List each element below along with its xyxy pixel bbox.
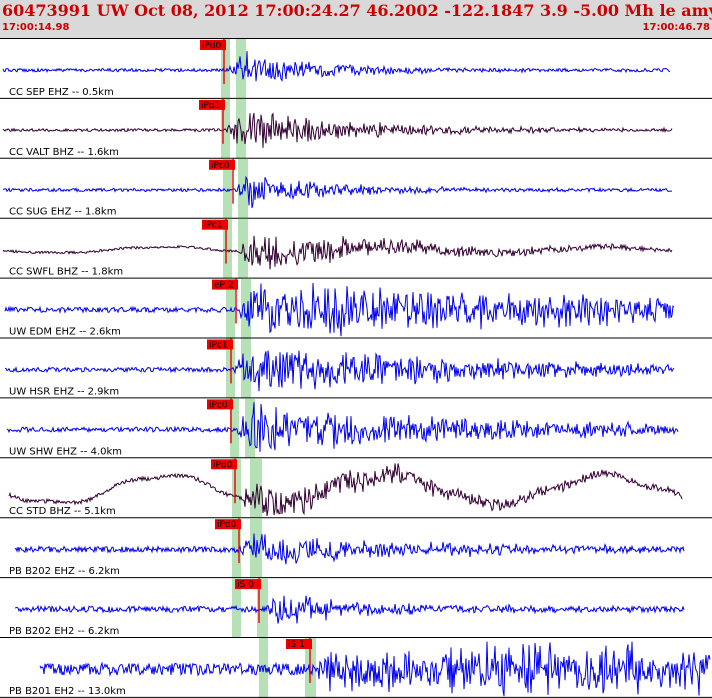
- waveform-line: [2, 235, 673, 270]
- pick-window-band: [223, 158, 232, 219]
- trace-row[interactable]: iS 0 PB B202 EH2 -- 6.2km: [0, 578, 712, 638]
- trace-row[interactable]: iPd0 CC SEP EHZ -- 0.5km: [0, 39, 712, 99]
- waveform-line: [6, 402, 679, 452]
- pick-label: eP 2: [214, 281, 234, 291]
- waveform-line: [2, 175, 672, 209]
- pick-window-band: [221, 39, 230, 99]
- pick-window-band: [250, 518, 262, 579]
- trace-row[interactable]: iPc1 UW HSR EHZ -- 2.9km: [0, 338, 712, 399]
- station-label: CC VALT BHZ -- 1.6km: [9, 147, 119, 158]
- station-label: UW EDM EHZ -- 2.6km: [9, 327, 121, 338]
- pick-window-band: [241, 278, 251, 339]
- trace-row[interactable]: eP 2 UW EDM EHZ -- 2.6km: [0, 278, 712, 339]
- pick-label: iPc1: [209, 341, 228, 351]
- station-label: PB B201 EH2 -- 13.0km: [9, 686, 126, 697]
- pick-window-band: [238, 218, 248, 279]
- pick-marker[interactable]: [209, 159, 235, 170]
- pick-label: iS 1: [288, 640, 305, 650]
- waveform-line: [4, 282, 675, 337]
- waveform-line: [39, 641, 711, 697]
- station-label: CC STD BHZ -- 5.1km: [9, 506, 116, 517]
- trace-row[interactable]: iPc1 CC SWFL BHZ -- 1.8km: [0, 218, 712, 279]
- station-label: PB B202 EH2 -- 6.2km: [9, 626, 119, 637]
- waveform-line: [14, 595, 685, 624]
- seismogram-panel[interactable]: iPd0 CC SEP EHZ -- 0.5km iPd1 CC VALT BHZ -…: [0, 39, 712, 698]
- pick-marker[interactable]: [211, 459, 237, 470]
- station-label: CC SUG EHZ -- 1.8km: [9, 207, 116, 218]
- waveform-line: [2, 51, 671, 82]
- pick-marker[interactable]: [200, 40, 226, 50]
- pick-marker[interactable]: [212, 279, 238, 290]
- pick-label: iPc0: [211, 161, 230, 171]
- end-time-label: 17:00:46.78: [642, 22, 710, 33]
- station-label: CC SWFL BHZ -- 1.8km: [9, 267, 123, 278]
- trace-row[interactable]: iPc0 UW SHW EHZ -- 4.0km: [0, 398, 712, 459]
- trace-row[interactable]: iS 1 PB B201 EH2 -- 13.0km: [0, 638, 712, 698]
- pick-window-band: [232, 458, 241, 519]
- trace-row[interactable]: iPc0 CC SUG EHZ -- 1.8km: [0, 158, 712, 219]
- start-time-label: 17:00:14.98: [2, 22, 70, 33]
- pick-label: iPc0: [209, 400, 228, 410]
- trace-row[interactable]: iPd0 CC STD BHZ -- 5.1km: [0, 458, 712, 519]
- waveform-line: [8, 463, 683, 516]
- pick-window-band: [223, 218, 232, 279]
- pick-marker[interactable]: [235, 579, 261, 590]
- pick-window-band: [236, 39, 246, 99]
- pick-marker[interactable]: [215, 519, 241, 530]
- waveform-line: [2, 112, 673, 148]
- pick-marker[interactable]: [207, 399, 233, 410]
- station-label: CC SEP EHZ -- 0.5km: [9, 87, 114, 98]
- trace-row[interactable]: iPd0 PB B202 EHZ -- 6.2km: [0, 518, 712, 579]
- trace-row[interactable]: iPd1 CC VALT BHZ -- 1.6km: [0, 98, 712, 159]
- seismogram-canvas[interactable]: iPd0 CC SEP EHZ -- 0.5km iPd1 CC VALT BHZ -…: [0, 39, 712, 698]
- pick-label: iPd0: [213, 460, 233, 470]
- station-label: UW SHW EHZ -- 4.0km: [9, 446, 122, 457]
- pick-label: iPd0: [202, 41, 222, 51]
- pick-label: iPd0: [217, 520, 237, 530]
- pick-marker[interactable]: [207, 339, 233, 350]
- pick-label: iS 0: [237, 580, 254, 590]
- station-label: UW HSR EHZ -- 2.9km: [9, 386, 119, 397]
- pick-label: iPd1: [201, 101, 220, 111]
- pick-window-band: [232, 518, 241, 579]
- pick-marker[interactable]: [199, 99, 225, 110]
- pick-marker[interactable]: [202, 219, 228, 230]
- station-label: PB B202 EHZ -- 6.2km: [9, 566, 120, 577]
- waveform-line: [4, 350, 675, 392]
- event-header: 60473991 UW Oct 08, 2012 17:00:24.27 46.…: [0, 0, 712, 39]
- pick-label: iPc1: [204, 221, 223, 231]
- pick-marker[interactable]: [286, 639, 312, 649]
- pick-window-band: [245, 398, 255, 459]
- waveform-line: [14, 533, 685, 565]
- event-title: 60473991 UW Oct 08, 2012 17:00:24.27 46.…: [2, 1, 712, 20]
